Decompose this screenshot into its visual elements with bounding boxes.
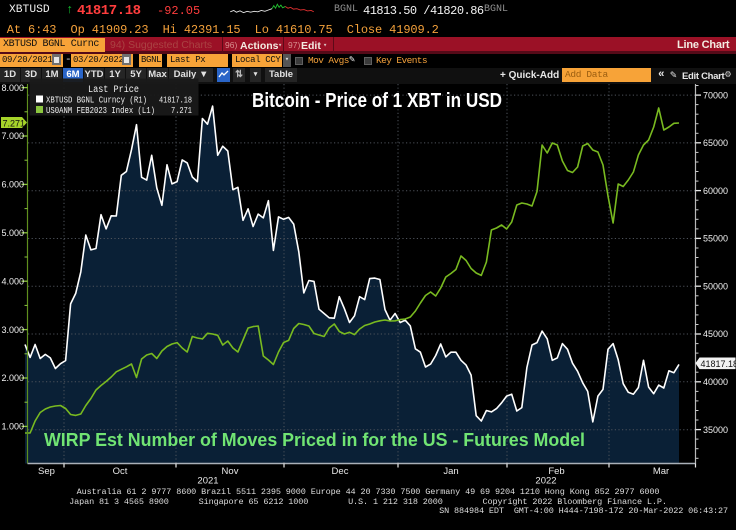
svg-text:41817.18: 41817.18 bbox=[701, 359, 736, 369]
svg-text:6.000: 6.000 bbox=[1, 180, 24, 190]
svg-text:Dec: Dec bbox=[332, 466, 349, 477]
svg-text:7.000: 7.000 bbox=[1, 131, 24, 141]
svg-text:US0ANM FEB2023 Index (L1): US0ANM FEB2023 Index (L1) bbox=[46, 105, 155, 116]
svg-text:7.271: 7.271 bbox=[171, 105, 192, 116]
svg-text:2022: 2022 bbox=[535, 476, 556, 487]
svg-text:Feb: Feb bbox=[548, 466, 564, 477]
svg-text:8.000: 8.000 bbox=[1, 83, 24, 93]
svg-text:41817.18: 41817.18 bbox=[159, 95, 192, 106]
svg-text:70000: 70000 bbox=[703, 90, 728, 100]
svg-text:Mar: Mar bbox=[653, 466, 669, 477]
svg-text:Last Price: Last Price bbox=[88, 84, 139, 96]
svg-text:7.271: 7.271 bbox=[3, 118, 26, 128]
svg-text:Sep: Sep bbox=[38, 466, 55, 477]
svg-text:55000: 55000 bbox=[703, 234, 728, 244]
svg-text:65000: 65000 bbox=[703, 138, 728, 148]
svg-text:Nov: Nov bbox=[222, 466, 239, 477]
svg-text:2021: 2021 bbox=[197, 476, 218, 487]
svg-text:60000: 60000 bbox=[703, 186, 728, 196]
svg-text:2.000: 2.000 bbox=[1, 373, 24, 383]
svg-text:Bitcoin - Price of 1 XBT in US: Bitcoin - Price of 1 XBT in USD bbox=[252, 90, 502, 112]
svg-text:35000: 35000 bbox=[703, 425, 728, 435]
svg-text:50000: 50000 bbox=[703, 281, 728, 291]
svg-text:1.000: 1.000 bbox=[1, 422, 24, 432]
svg-text:Oct: Oct bbox=[113, 466, 128, 477]
svg-text:5.000: 5.000 bbox=[1, 228, 24, 238]
svg-text:4.000: 4.000 bbox=[1, 276, 24, 286]
svg-text:XBTUSD BGNL Curncy (R1): XBTUSD BGNL Curncy (R1) bbox=[46, 95, 147, 106]
svg-text:45000: 45000 bbox=[703, 329, 728, 339]
svg-text:3.000: 3.000 bbox=[1, 325, 24, 335]
svg-text:Jan: Jan bbox=[443, 466, 458, 477]
svg-text:40000: 40000 bbox=[703, 377, 728, 387]
svg-text:WIRP Est Number of Moves Price: WIRP Est Number of Moves Priced in for t… bbox=[44, 430, 585, 450]
